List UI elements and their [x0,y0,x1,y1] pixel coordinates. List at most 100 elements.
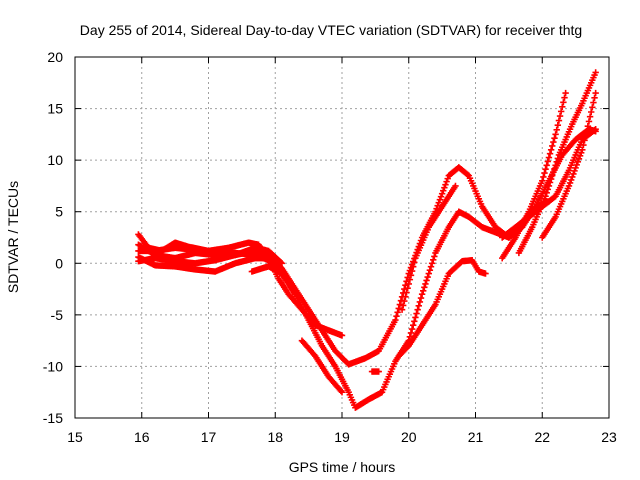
x-tick-label: 21 [468,429,484,445]
grid [75,57,609,418]
data-point [414,306,421,313]
data-point [418,291,426,298]
data-point [592,89,599,97]
data-point [401,285,408,293]
data-point [586,113,594,120]
data-point [452,182,459,190]
data-point [546,179,554,186]
axis-ticks [74,56,610,419]
data-point [275,263,282,270]
y-tick-label: 20 [47,49,63,65]
x-tick-label: 19 [334,429,350,445]
data-point [442,181,449,188]
data-point [464,171,471,178]
data-point [559,103,566,111]
data-point [441,184,448,191]
data-point [415,302,422,310]
data-point [416,298,424,306]
data-point [545,182,553,190]
data-point [560,99,567,106]
data-point [393,312,400,320]
data-point [435,199,442,206]
y-tick-label: 5 [55,204,63,220]
x-tick-labels: 15 16 17 18 19 20 21 22 23 [67,429,617,445]
data-point [543,162,550,169]
data-point [427,263,435,270]
data-point [426,266,434,274]
data-point [544,158,552,165]
data-point [545,154,553,161]
data-point [542,165,549,173]
y-axis-label: SDTVAR / TECUs [5,181,21,293]
data-point [547,175,555,183]
data-point [565,182,573,190]
data-point [423,277,430,284]
data-point [574,158,582,166]
data-point [438,190,446,197]
data-point [554,121,562,129]
series-arc-12 [515,69,599,257]
data-point [556,112,564,120]
data-point [292,291,299,298]
data-point [571,167,578,175]
data-point [549,172,556,179]
data-point [557,108,565,115]
data-point [561,94,568,101]
data-point [569,173,576,181]
data-point [542,193,549,200]
data-points [135,69,599,411]
data-point [413,310,420,317]
series-arc-8 [368,368,382,375]
data-point [274,262,281,269]
data-point [584,122,592,130]
series-arc-11 [499,89,569,262]
data-point [411,318,418,325]
data-point [395,305,402,312]
x-tick-label: 20 [401,429,417,445]
data-point [543,189,550,197]
data-point [546,150,554,157]
data-point [375,368,382,375]
data-point [554,155,562,162]
data-point [444,175,451,182]
data-point [431,253,438,260]
data-point [590,99,597,106]
data-point [411,259,418,266]
data-point [440,187,447,194]
series-arc-3 [135,198,553,411]
data-point [407,272,415,279]
x-tick-label: 17 [201,429,217,445]
data-point [278,260,286,267]
x-axis-label: GPS time / hours [289,459,396,475]
data-point [338,389,346,396]
chart-title: Day 255 of 2014, Sidereal Day-to-day VTE… [80,22,582,38]
data-point [540,173,547,181]
data-point [592,69,599,76]
data-point [567,176,575,184]
data-point [428,260,436,267]
data-point [434,202,441,209]
data-point [575,155,583,163]
data-point [430,256,437,264]
data-point [277,259,285,266]
data-point [544,186,552,193]
data-point [408,325,416,333]
data-point [541,169,548,177]
data-point [425,270,432,277]
data-point [592,126,599,133]
data-point [539,177,546,184]
data-point [591,94,598,102]
data-point [405,280,412,288]
y-tick-label: 0 [55,255,63,271]
data-point [338,332,346,339]
data-point [550,168,557,176]
data-point [408,267,416,275]
y-tick-label: -15 [43,410,63,426]
series-arc-2 [135,126,599,368]
x-tick-label: 15 [67,429,83,445]
data-point [410,321,417,329]
data-point [588,108,595,116]
data-point [399,302,407,309]
x-tick-label: 22 [534,429,550,445]
